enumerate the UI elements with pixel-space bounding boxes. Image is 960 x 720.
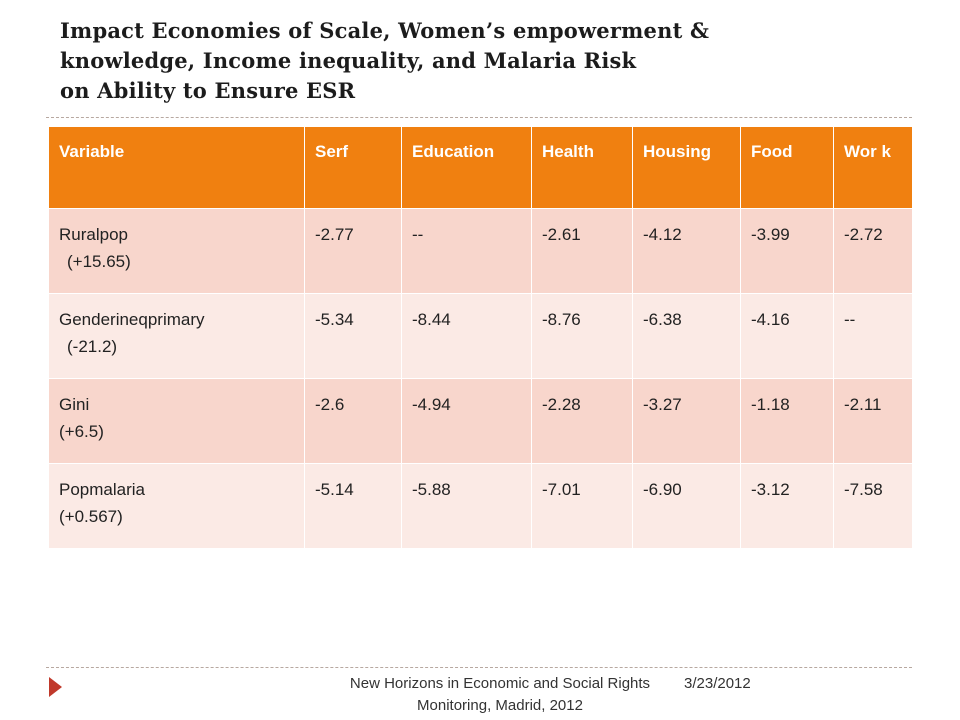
header-housing: Housing (632, 126, 741, 209)
slide-title-line-2: knowledge, Income inequality, and Malari… (60, 48, 637, 73)
value-cell-food: -1.18 (740, 378, 834, 464)
header-health: Health (531, 126, 633, 209)
variable-coefficient: (+6.5) (59, 422, 104, 441)
table-row: Genderineqprimary (-21.2) -5.34 -8.44 -8… (48, 293, 913, 379)
value-cell-housing: -6.38 (632, 293, 741, 379)
value-cell-health: -7.01 (531, 463, 633, 549)
variable-cell: Genderineqprimary (-21.2) (48, 293, 305, 379)
value-cell-housing: -6.90 (632, 463, 741, 549)
header-food: Food (740, 126, 834, 209)
value-cell-food: -4.16 (740, 293, 834, 379)
value-cell-health: -2.28 (531, 378, 633, 464)
value-cell-health: -8.76 (531, 293, 633, 379)
table-row: Ruralpop (+15.65) -2.77 -- -2.61 -4.12 -… (48, 208, 913, 294)
slide-title: Impact Economies of Scale, Women’s empow… (60, 16, 920, 106)
variable-coefficient: (+0.567) (59, 507, 123, 526)
slide-title-line-3: on Ability to Ensure ESR (60, 78, 356, 103)
slide-title-line-1: Impact Economies of Scale, Women’s empow… (60, 18, 710, 43)
footer-date: 3/23/2012 (684, 675, 751, 692)
value-cell-education: -5.88 (401, 463, 532, 549)
chevron-right-icon (49, 677, 62, 697)
header-variable: Variable (48, 126, 305, 209)
variable-cell: Ruralpop (+15.65) (48, 208, 305, 294)
bottom-divider (46, 667, 912, 668)
variable-name: Popmalaria (59, 480, 145, 499)
variable-cell: Gini (+6.5) (48, 378, 305, 464)
variable-name: Gini (59, 395, 90, 414)
footer-text: New Horizons in Economic and Social Righ… (349, 675, 651, 714)
value-cell-housing: -3.27 (632, 378, 741, 464)
table-row: Gini (+6.5) -2.6 -4.94 -2.28 -3.27 -1.18… (48, 378, 913, 464)
results-table: Variable Serf Education Health Housing F… (48, 126, 913, 549)
variable-name: Ruralpop (59, 225, 128, 244)
value-cell-serf: -5.34 (304, 293, 402, 379)
top-divider (46, 117, 912, 118)
value-cell-food: -3.12 (740, 463, 834, 549)
value-cell-housing: -4.12 (632, 208, 741, 294)
header-education: Education (401, 126, 532, 209)
value-cell-education: -4.94 (401, 378, 532, 464)
value-cell-serf: -5.14 (304, 463, 402, 549)
value-cell-serf: -2.6 (304, 378, 402, 464)
variable-name: Genderineqprimary (59, 310, 205, 329)
variable-coefficient: (-21.2) (67, 337, 118, 356)
value-cell-health: -2.61 (531, 208, 633, 294)
value-cell-work: -2.11 (833, 378, 913, 464)
value-cell-education: -- (401, 208, 532, 294)
table-header-row: Variable Serf Education Health Housing F… (48, 126, 913, 209)
value-cell-serf: -2.77 (304, 208, 402, 294)
value-cell-food: -3.99 (740, 208, 834, 294)
table-row: Popmalaria (+0.567) -5.14 -5.88 -7.01 -6… (48, 463, 913, 549)
variable-coefficient: (+15.65) (67, 252, 131, 271)
header-work: Wor k (833, 126, 913, 209)
value-cell-work: -7.58 (833, 463, 913, 549)
value-cell-work: -- (833, 293, 913, 379)
variable-cell: Popmalaria (+0.567) (48, 463, 305, 549)
value-cell-education: -8.44 (401, 293, 532, 379)
value-cell-work: -2.72 (833, 208, 913, 294)
header-serf: Serf (304, 126, 402, 209)
